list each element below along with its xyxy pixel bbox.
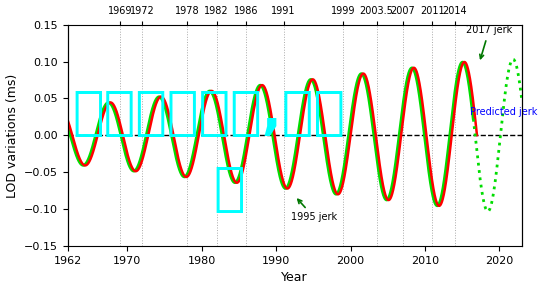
- Text: 娱: 娱: [213, 163, 245, 215]
- Text: 港台娱乐八卦,港台: 港台娱乐八卦,港台: [73, 87, 346, 139]
- X-axis label: Year: Year: [281, 271, 308, 284]
- Text: 2017 jerk: 2017 jerk: [466, 26, 512, 59]
- Text: Predicted jerk: Predicted jerk: [470, 107, 537, 117]
- Y-axis label: LOD variations (ms): LOD variations (ms): [5, 73, 19, 197]
- Text: 1995 jerk: 1995 jerk: [291, 200, 337, 222]
